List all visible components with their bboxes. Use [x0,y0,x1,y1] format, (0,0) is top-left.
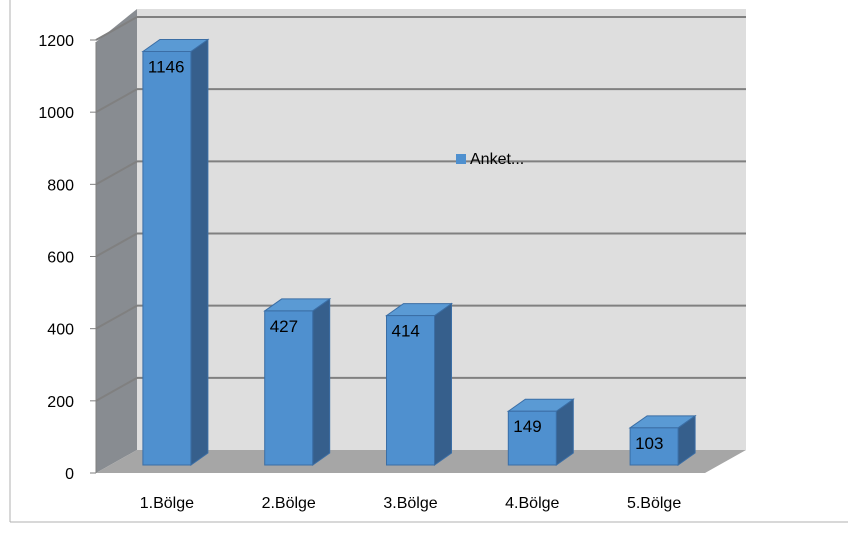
x-tick-label: 5.Bölge [627,495,681,512]
bar-side [312,297,331,466]
bar-group: 414 [384,302,454,466]
legend-swatch [456,154,466,164]
gridlines [95,16,746,402]
bar-side [434,302,452,466]
bars: 1146 427 414 149 103 [141,38,697,466]
x-axis: 1.Bölge 2.Bölge 3.Bölge 4.Bölge 5.Bölge [140,495,682,512]
bar-side [190,38,209,466]
bar-value-label: 149 [513,417,541,436]
bar-value-label: 414 [392,322,420,341]
y-axis: 0 200 400 600 800 1000 1200 [38,33,97,483]
y-tick-label: 1200 [38,33,74,50]
x-tick-label: 4.Bölge [505,495,559,512]
y-tick-label: 0 [65,466,74,483]
y-tick-label: 600 [47,250,74,267]
legend: Anket... [456,151,524,168]
bar [507,410,557,466]
legend-label: Anket... [470,151,524,168]
bar-group: 427 [263,297,332,466]
x-tick-label: 1.Bölge [140,495,194,512]
bar [629,427,679,466]
gridline-side [95,232,138,258]
gridline-side [95,88,138,114]
gridline-side [95,16,138,41]
x-tick-label: 3.Bölge [383,495,437,512]
bar-group: 149 [506,398,575,466]
gridline-side [95,376,138,402]
y-tick-label: 1000 [38,105,74,122]
bar-group: 1146 [141,38,210,466]
bar-value-label: 1146 [148,57,185,76]
gridline-side [95,304,138,330]
side-wall [96,9,137,473]
y-tick-label: 400 [47,322,74,339]
bar-group: 103 [628,414,697,466]
y-tick-label: 800 [47,177,74,194]
bar [142,50,192,466]
gridline-side [95,160,138,186]
bar [386,315,435,466]
bar-value-label: 103 [635,434,663,453]
x-tick-label: 2.Bölge [262,495,316,512]
bar [264,310,314,466]
bar-value-label: 427 [270,317,298,336]
y-tick-label: 200 [47,394,74,411]
